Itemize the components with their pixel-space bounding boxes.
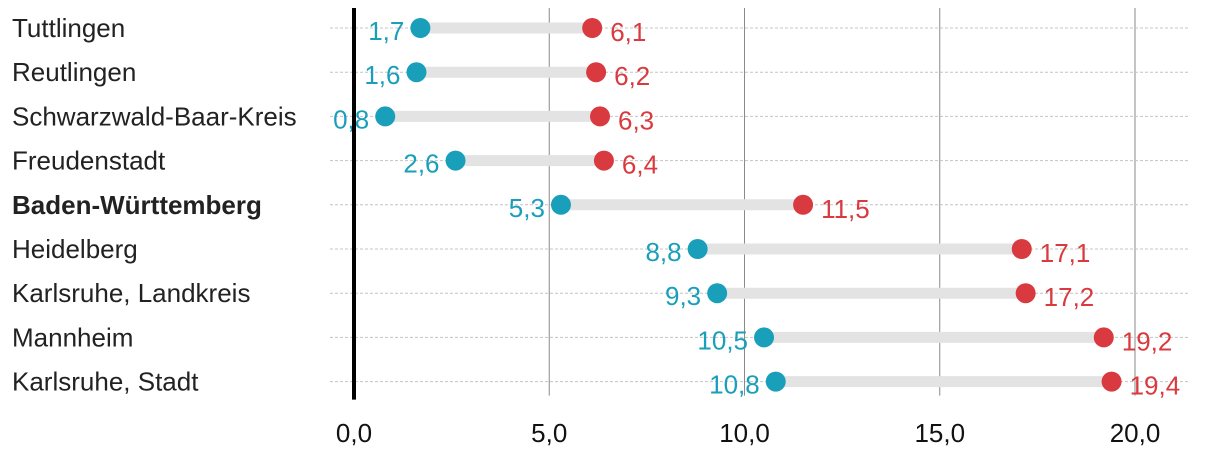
start-value-label: 1,7 bbox=[368, 16, 404, 46]
start-point bbox=[707, 283, 728, 304]
end-value-label: 17,1 bbox=[1040, 238, 1091, 268]
start-point bbox=[445, 150, 466, 171]
x-tick-label: 20,0 bbox=[1110, 418, 1161, 448]
x-tick-label: 5,0 bbox=[531, 418, 567, 448]
chart-row: Karlsruhe, Landkreis 9,3 17,2 bbox=[12, 278, 1094, 312]
x-tick-label: 10,0 bbox=[719, 418, 770, 448]
chart-row: Reutlingen 1,6 6,2 bbox=[12, 57, 650, 91]
row-label: Schwarzwald-Baar-Kreis bbox=[12, 101, 297, 131]
start-value-label: 8,8 bbox=[645, 237, 681, 267]
end-point bbox=[593, 150, 614, 171]
start-point bbox=[550, 194, 571, 215]
start-value-label: 9,3 bbox=[665, 281, 701, 311]
x-tick-label: 0,0 bbox=[336, 418, 372, 448]
end-value-label: 11,5 bbox=[821, 194, 870, 224]
chart-row: Heidelberg 8,8 17,1 bbox=[12, 234, 1090, 268]
x-tick-label: 15,0 bbox=[914, 418, 965, 448]
start-point bbox=[406, 62, 427, 83]
end-point bbox=[582, 18, 603, 38]
start-point bbox=[375, 106, 396, 127]
start-value-label: 10,8 bbox=[709, 370, 760, 400]
end-value-label: 19,4 bbox=[1130, 371, 1181, 401]
start-value-label: 2,6 bbox=[403, 149, 439, 179]
end-point bbox=[586, 62, 607, 83]
row-label: Karlsruhe, Landkreis bbox=[12, 278, 250, 308]
start-point bbox=[765, 371, 786, 392]
chart-row: Schwarzwald-Baar-Kreis 0,8 6,3 bbox=[12, 101, 654, 135]
chart-row: Freudenstadt 2,6 6,4 bbox=[12, 146, 658, 180]
start-value-label: 1,6 bbox=[364, 60, 400, 90]
end-point bbox=[1015, 283, 1036, 304]
end-value-label: 6,3 bbox=[618, 105, 654, 135]
row-label: Baden-Württemberg bbox=[12, 190, 262, 220]
chart-row: Tuttlingen 1,7 6,1 bbox=[12, 13, 646, 47]
end-point bbox=[590, 106, 611, 127]
row-label: Karlsruhe, Stadt bbox=[12, 367, 199, 397]
end-point bbox=[1011, 239, 1032, 259]
start-point bbox=[687, 239, 708, 259]
end-value-label: 6,4 bbox=[622, 150, 658, 180]
end-value-label: 6,1 bbox=[610, 17, 646, 47]
start-value-label: 5,3 bbox=[509, 193, 545, 223]
rows-layer: Tuttlingen 1,7 6,1 Reutlingen 1,6 6,2 Schwarzw… bbox=[12, 13, 1180, 401]
end-point bbox=[793, 194, 814, 215]
end-value-label: 17,2 bbox=[1044, 282, 1095, 312]
start-value-label: 0,8 bbox=[333, 104, 369, 134]
row-label: Tuttlingen bbox=[12, 13, 125, 43]
row-label: Freudenstadt bbox=[12, 146, 166, 176]
row-label: Mannheim bbox=[12, 322, 133, 352]
start-point bbox=[754, 327, 775, 348]
row-label: Heidelberg bbox=[12, 234, 138, 264]
chart-row: Mannheim 10,5 19,2 bbox=[12, 322, 1172, 356]
chart-row: Karlsruhe, Stadt 10,8 19,4 bbox=[12, 367, 1180, 401]
end-value-label: 6,2 bbox=[614, 61, 650, 91]
x-axis: 0,0 5,0 10,0 15,0 20,0 bbox=[336, 8, 1160, 448]
chart-row: Baden-Württemberg 5,3 11,5 bbox=[12, 190, 870, 224]
end-point bbox=[1093, 327, 1114, 348]
row-label: Reutlingen bbox=[12, 57, 136, 87]
start-value-label: 10,5 bbox=[697, 325, 748, 355]
start-point bbox=[410, 18, 431, 38]
end-point bbox=[1101, 371, 1122, 392]
end-value-label: 19,2 bbox=[1122, 326, 1173, 356]
